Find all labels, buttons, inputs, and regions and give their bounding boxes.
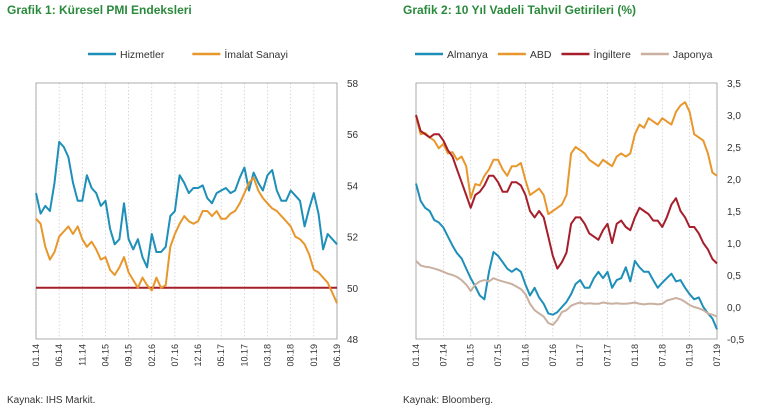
x-tick-label: 06.19 (332, 344, 342, 367)
chart2-title: Grafik 2: 10 Yıl Vadeli Tahvil Getiriler… (403, 3, 636, 17)
x-tick-label: 07.18 (657, 344, 667, 367)
y-tick-label: 0,5 (727, 271, 741, 282)
y-tick-label: 50 (347, 284, 359, 295)
y-tick-label: 48 (347, 335, 359, 346)
x-tick-label: 08.18 (286, 344, 296, 367)
x-tick-label: 06.14 (54, 344, 64, 367)
y-tick-label: 52 (347, 233, 359, 244)
x-tick-label: 07.19 (712, 344, 722, 367)
x-tick-label: 10.17 (239, 344, 249, 367)
y-tick-label: 2,0 (727, 175, 741, 186)
series-line-1 (35, 140, 338, 269)
x-tick-label: 09.15 (124, 344, 134, 367)
x-tick-label: 01.15 (466, 344, 476, 367)
series-line-2 (415, 101, 718, 216)
x-tick-label: 07.15 (493, 344, 503, 367)
legend-label-3: İngiltere (593, 48, 631, 61)
x-tick-label: 04.15 (100, 344, 110, 367)
x-tick-label: 07.16 (548, 344, 558, 367)
y-tick-label: 2,5 (727, 143, 741, 154)
series-line-1 (415, 183, 718, 330)
x-tick-label: 12.16 (193, 344, 203, 367)
y-tick-label: 56 (347, 130, 359, 141)
y-tick-label: 0,0 (727, 303, 741, 314)
y-tick-label: 3,5 (727, 79, 741, 90)
legend-label-2: ABD (530, 49, 552, 61)
chart1-source: Kaynak: IHS Markit. (7, 395, 96, 406)
legend-label-2: İmalat Sanayi (224, 48, 288, 61)
legend-label-1: Hizmetler (120, 49, 165, 61)
x-tick-label: 03.18 (263, 344, 273, 367)
chart2-source: Kaynak: Bloomberg. (403, 395, 494, 406)
x-tick-label: 01.19 (309, 344, 319, 367)
x-tick-label: 01.17 (575, 344, 585, 367)
pmi-chart: 48 50 52 54 56 58 01.14 06.14 11.14 04.15 09.15 02.… (31, 48, 359, 367)
y-tick-label: 58 (347, 79, 359, 90)
bond-yield-chart: -0,5 0,0 0,5 1,0 1,5 2,0 2,5 3,0 3,5 01.14 07.14 01… (411, 48, 745, 367)
legend-label-1: Almanya (447, 49, 488, 61)
series-line-3 (415, 114, 718, 270)
chart1-title: Grafik 1: Küresel PMI Endeksleri (7, 3, 192, 17)
y-tick-label: 3,0 (727, 111, 741, 122)
plot-frame (415, 82, 718, 340)
y-tick-label: 1,5 (727, 207, 741, 218)
x-tick-label: 01.19 (685, 344, 695, 367)
x-tick-label: 01.16 (520, 344, 530, 367)
y-tick-label: 54 (347, 181, 359, 192)
x-tick-label: 07.16 (170, 344, 180, 367)
series-line-2 (35, 176, 338, 304)
x-tick-label: 02.16 (147, 344, 157, 367)
plot-frame (35, 82, 338, 340)
x-tick-label: 01.18 (630, 344, 640, 367)
x-tick-label: 01.14 (411, 344, 421, 367)
x-tick-label: 05.17 (216, 344, 226, 367)
x-tick-label: 01.14 (31, 344, 41, 367)
legend-label-4: Japonya (673, 49, 713, 61)
x-tick-label: 07.14 (438, 344, 448, 367)
series-line-4 (415, 260, 718, 326)
y-tick-label: -0,5 (727, 335, 745, 346)
y-tick-label: 1,0 (727, 239, 741, 250)
x-tick-label: 11.14 (77, 344, 87, 366)
x-tick-label: 07.17 (603, 344, 613, 367)
